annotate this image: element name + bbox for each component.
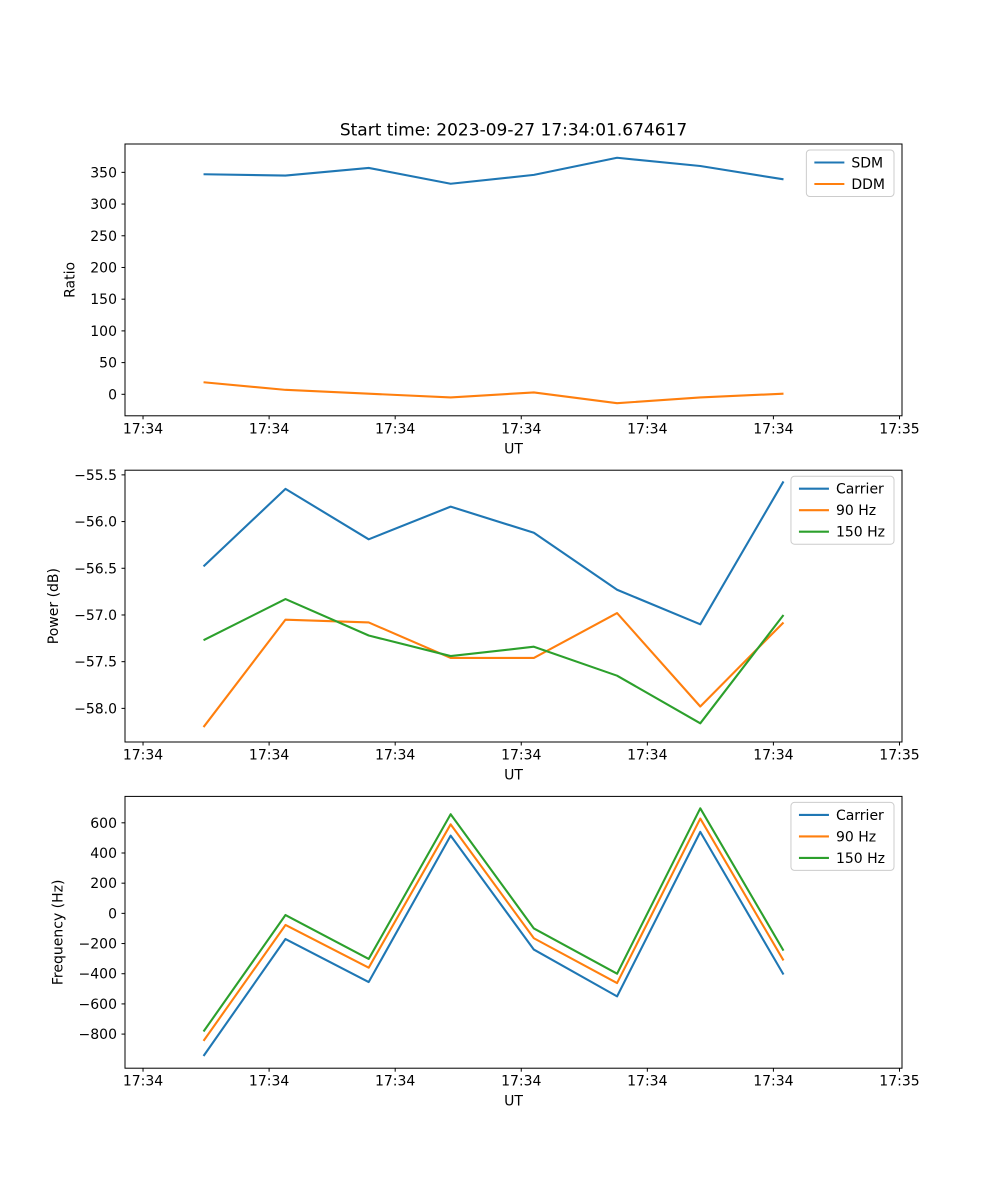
legend-label-carrier: Carrier [836,482,884,498]
legend: Carrier 90 Hz 150 Hz [790,475,895,545]
x-tick-label: 17:34 [753,748,793,764]
legend-label-90-hz: 90 Hz [836,503,876,519]
x-tick-label: 17:34 [249,421,289,437]
series-line-carrier [202,480,785,626]
y-tick-label: −56.0 [74,515,117,531]
series-line-150-hz [203,598,785,725]
axes-frame [124,143,903,417]
x-axis-label: UT [504,441,523,457]
x-tick-label: 17:34 [375,748,415,764]
y-tick-label: −58.0 [74,701,117,717]
series-line-sdm [203,156,784,185]
x-tick-label: 17:34 [123,748,163,764]
y-tick-label: −800 [79,1027,117,1043]
y-tick-label: −57.0 [74,608,117,624]
subplot-power-db: 17:34 17:34 17:34 17:34 17:34 17:34 17:35 −58.0… [46,468,920,784]
axes-frame [124,469,903,743]
legend-label-ddm: DDM [851,177,885,193]
y-tick-label: 600 [90,816,117,832]
legend-box [790,801,895,871]
y-tick-label: 100 [90,324,117,340]
axes-frame [124,795,903,1069]
y-tick-label: −200 [79,937,117,953]
x-tick-label: 17:34 [501,1074,541,1090]
x-tick-label: 17:34 [753,1074,793,1090]
subplot-ratio: 17:34 17:34 17:34 17:34 17:34 17:34 17:35 0 50 10… [62,143,920,457]
legend-label-90-hz: 90 Hz [836,829,876,845]
legend-label-150-hz: 150 Hz [836,851,885,867]
y-axis-label: Ratio [62,262,78,298]
x-tick-label: 17:34 [753,421,793,437]
y-tick-label: 50 [99,356,117,372]
y-tick-label: −56.5 [74,561,117,577]
x-tick-label: 17:34 [627,1074,667,1090]
x-tick-label: 17:34 [501,748,541,764]
series-line-150-hz [202,807,785,1033]
series-line-ddm [203,381,784,405]
x-tick-label: 17:34 [123,1074,163,1090]
y-tick-label: −57.5 [74,655,117,671]
legend-label-carrier: Carrier [836,808,884,824]
x-tick-label: 17:34 [249,1074,289,1090]
chart-title: Start time: 2023-09-27 17:34:01.674617 [340,121,687,141]
y-tick-label: −55.5 [74,468,117,484]
y-tick-label: 250 [90,229,117,245]
y-tick-label: −600 [79,997,117,1013]
y-tick-label: 150 [90,292,117,308]
legend: Carrier 90 Hz 150 Hz [790,801,895,871]
y-axis-label: Frequency (Hz) [51,880,67,986]
x-tick-label: 17:34 [375,421,415,437]
y-axis-label: Power (dB) [46,568,62,644]
y-tick-label: 350 [90,165,117,181]
series-line-90-hz [202,817,785,1042]
y-tick-label: 200 [90,876,117,892]
x-axis-label: UT [504,1094,523,1110]
y-tick-label: 400 [90,846,117,862]
legend-box [790,475,895,545]
y-tick-label: 300 [90,197,117,213]
x-tick-label: 17:34 [375,1074,415,1090]
x-tick-label: 17:34 [627,421,667,437]
x-tick-label: 17:34 [627,748,667,764]
y-tick-label: 200 [90,260,117,276]
legend-label-150-hz: 150 Hz [836,525,885,541]
subplot-frequency-hz: 17:34 17:34 17:34 17:34 17:34 17:34 17:35 −800 −… [51,795,920,1110]
y-tick-label: 0 [108,387,117,403]
x-tick-label: 17:34 [123,421,163,437]
x-tick-label: 17:35 [879,421,919,437]
legend: SDM DDM [805,149,895,197]
x-tick-label: 17:34 [501,421,541,437]
x-axis-label: UT [504,768,523,784]
x-tick-label: 17:35 [879,1074,919,1090]
legend-label-sdm: SDM [851,156,883,172]
x-tick-label: 17:35 [879,748,919,764]
series-line-90-hz [202,612,785,728]
y-tick-label: −400 [79,967,117,983]
x-tick-label: 17:34 [249,748,289,764]
y-tick-label: 0 [108,906,117,922]
series-line-carrier [202,830,785,1057]
subplots-group: 17:34 17:34 17:34 17:34 17:34 17:34 17:35 0 50 10… [46,143,920,1110]
